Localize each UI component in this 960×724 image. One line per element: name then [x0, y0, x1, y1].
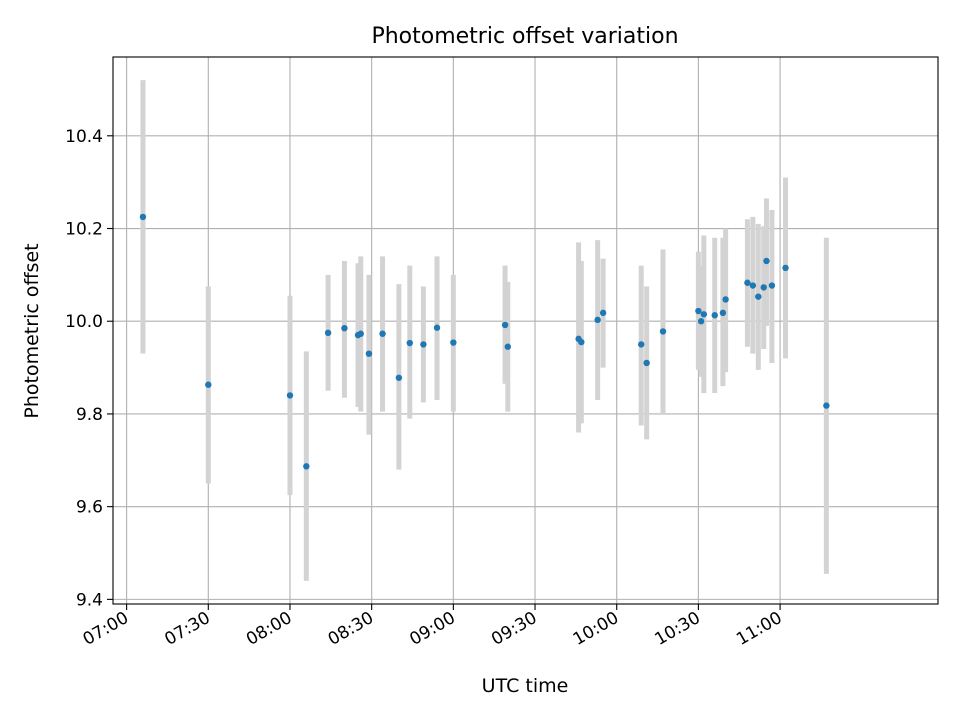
data-point — [406, 339, 413, 347]
y-tick-label: 9.8 — [76, 405, 103, 425]
data-point — [501, 321, 509, 329]
data-point — [782, 264, 789, 272]
data-point — [638, 341, 645, 348]
data-point — [643, 359, 650, 367]
data-point — [357, 330, 364, 337]
data-point — [744, 279, 751, 286]
data-point — [379, 330, 386, 337]
plot-frame — [112, 56, 939, 605]
data-point — [395, 374, 403, 381]
chart-title: Photometric offset variation — [371, 24, 678, 49]
data-point — [594, 316, 601, 324]
data-point — [722, 296, 729, 303]
data-point — [324, 329, 332, 337]
data-point — [763, 257, 770, 265]
data-point — [139, 213, 147, 221]
y-tick-label: 10.0 — [65, 312, 103, 332]
data-point — [768, 282, 776, 289]
grid-lines — [113, 57, 938, 604]
data-point — [303, 463, 310, 470]
data-point — [205, 381, 212, 388]
data-point — [578, 338, 585, 346]
data-point — [659, 328, 667, 335]
y-tick-label: 9.6 — [76, 498, 103, 518]
data-point — [420, 341, 427, 348]
y-tick-label: 9.4 — [76, 590, 103, 610]
data-point — [433, 324, 441, 331]
data-point — [365, 350, 373, 357]
data-point — [711, 312, 718, 319]
data-point — [599, 309, 607, 317]
data-point — [450, 339, 457, 346]
data-point — [695, 307, 702, 315]
y-axis-label: Photometric offset — [21, 243, 43, 418]
x-axis-label: UTC time — [482, 675, 569, 697]
y-tick-label: 10.2 — [65, 220, 103, 240]
data-point — [760, 284, 767, 291]
y-tick-label: 10.4 — [65, 127, 103, 147]
data-point — [823, 402, 830, 409]
data-point — [286, 392, 294, 399]
data-point — [749, 282, 757, 289]
data-point — [755, 293, 762, 300]
data-point — [700, 311, 708, 318]
data-point — [341, 324, 348, 332]
data-point — [504, 343, 512, 350]
data-points — [139, 213, 830, 470]
data-point — [719, 309, 727, 317]
data-point — [697, 318, 705, 325]
